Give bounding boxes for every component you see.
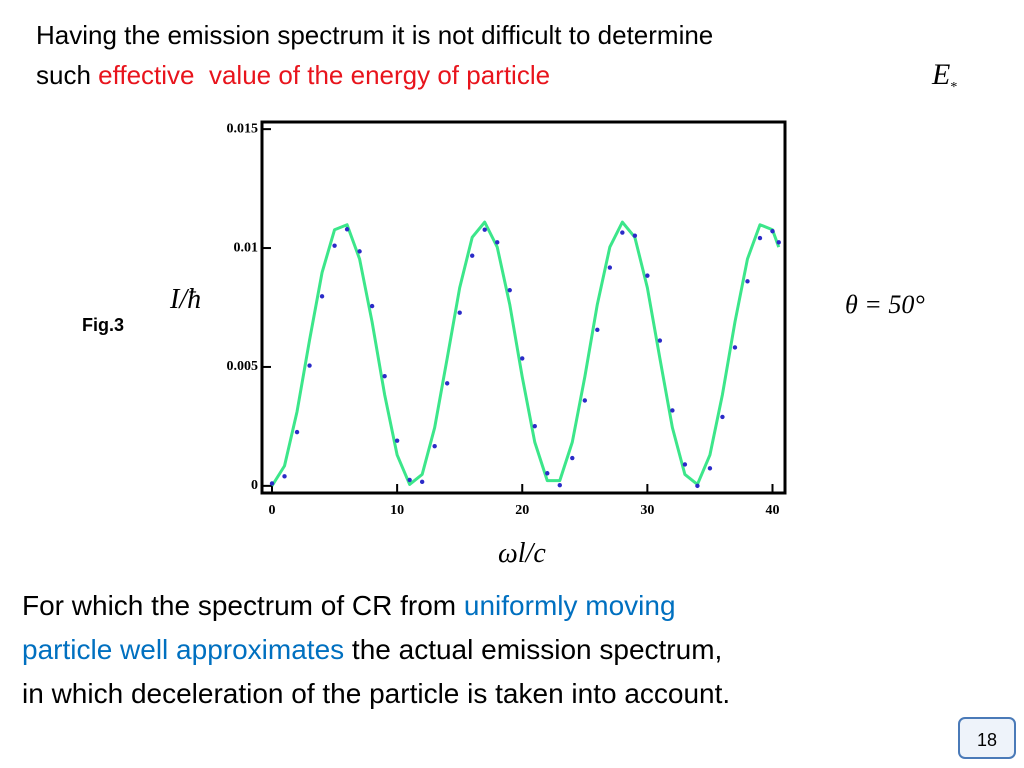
series-dot (344, 227, 350, 232)
text: Having the emission spectrum it is not d… (36, 20, 714, 50)
figure-label: Fig.3 (82, 315, 125, 335)
series-dot (757, 235, 763, 241)
series-dot (520, 356, 525, 361)
series-dot (695, 483, 700, 489)
series-dot (557, 482, 562, 488)
subscript: * (950, 80, 958, 95)
series-dot (369, 303, 375, 309)
x-tick-label: 40 (765, 503, 779, 518)
page-number: 18 (958, 717, 1016, 759)
plot-frame (260, 120, 787, 495)
text: in which deceleration of the particle is… (22, 678, 731, 709)
y-tick-label: 0 (251, 478, 258, 493)
text: such (36, 60, 91, 90)
series-dot (294, 429, 300, 435)
symbol: E (932, 58, 951, 91)
series-dot (269, 481, 275, 486)
heading-line: such effective value of the energy of pa… (36, 60, 550, 90)
footer-line: particle well approximates the actual em… (22, 628, 722, 672)
text: the actual emission spectrum, (351, 634, 723, 665)
series-dot (382, 374, 387, 379)
x-tick-label: 30 (640, 503, 654, 518)
series-dot (645, 273, 650, 278)
series-dot (682, 462, 688, 467)
series-dot (720, 414, 725, 420)
x-tick-label: 10 (390, 503, 404, 518)
x-axis-label: ωl/c (498, 538, 546, 569)
series-dot (770, 228, 775, 234)
y-axis-label: I/ħ (170, 284, 202, 315)
series-dot (457, 310, 462, 315)
heading-line: Having the emission spectrum it is not d… (36, 20, 713, 50)
series-dot (394, 438, 400, 443)
series-dot (319, 294, 325, 299)
x-tick-label: 20 (515, 503, 529, 518)
series-dot (607, 265, 613, 270)
series-dot (745, 279, 750, 284)
series-dot (670, 408, 675, 413)
series-dot (532, 423, 537, 429)
series-dot (570, 455, 575, 461)
series-dot (444, 381, 450, 386)
y-tick-label: 0.005 (227, 359, 259, 374)
y-tick-label: 0.015 (227, 121, 259, 136)
highlight: particle well approximates (22, 634, 345, 665)
series-dot (620, 230, 625, 235)
series-dot (357, 249, 362, 254)
series-dot (582, 398, 588, 403)
footer-line: in which deceleration of the particle is… (22, 672, 730, 716)
x-tick-label: 0 (269, 503, 276, 518)
series-dot (470, 253, 475, 258)
series-dot (307, 363, 312, 368)
text: For which the spectrum of CR from (22, 590, 457, 621)
series-dot (432, 443, 437, 449)
series-dot (507, 287, 512, 293)
series-dot (419, 479, 425, 485)
series-dot (482, 227, 487, 232)
series-dot (282, 474, 287, 479)
series-dot (632, 233, 638, 238)
footer-line: For which the spectrum of CR from unifor… (22, 584, 676, 628)
y-tick-label: 0.01 (234, 240, 259, 255)
series-line (270, 220, 781, 487)
series-dot (407, 477, 412, 483)
series-dot (332, 243, 337, 248)
series-dot (732, 345, 738, 350)
highlight: uniformly moving (463, 590, 676, 621)
series-dot (707, 466, 713, 471)
highlight: effective value of the energy of particl… (98, 60, 551, 90)
angle-annotation: θ = 50° (845, 290, 925, 319)
series-dot (657, 338, 663, 343)
series-dot (595, 327, 600, 333)
energy-symbol: E* (932, 58, 957, 96)
series-dot (776, 240, 781, 245)
series-dot (495, 240, 500, 245)
series-dot (545, 471, 550, 476)
